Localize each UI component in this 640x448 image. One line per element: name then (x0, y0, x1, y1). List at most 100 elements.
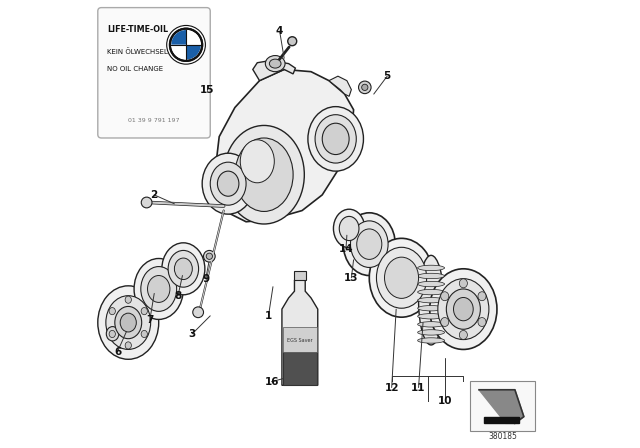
Ellipse shape (98, 286, 159, 359)
Ellipse shape (418, 330, 445, 335)
Ellipse shape (106, 327, 119, 341)
Ellipse shape (162, 243, 205, 295)
Ellipse shape (210, 162, 246, 205)
Ellipse shape (358, 81, 371, 94)
Text: 5: 5 (383, 71, 391, 81)
Polygon shape (479, 390, 524, 423)
Ellipse shape (385, 257, 419, 298)
Text: 15: 15 (200, 85, 214, 95)
Ellipse shape (141, 197, 152, 208)
Ellipse shape (441, 318, 449, 327)
Text: 7: 7 (146, 315, 154, 325)
Ellipse shape (376, 247, 427, 308)
FancyBboxPatch shape (98, 8, 210, 138)
Ellipse shape (174, 258, 193, 280)
Text: 12: 12 (385, 383, 399, 392)
Ellipse shape (430, 269, 497, 349)
Text: 1: 1 (265, 311, 272, 321)
Wedge shape (186, 45, 201, 60)
Ellipse shape (418, 281, 445, 287)
Ellipse shape (141, 267, 177, 311)
Text: 13: 13 (344, 273, 358, 283)
Text: NO OIL CHANGE: NO OIL CHANGE (107, 66, 163, 72)
Ellipse shape (120, 313, 136, 332)
Text: 4: 4 (276, 26, 284, 36)
Polygon shape (282, 280, 317, 385)
Ellipse shape (170, 29, 202, 61)
Ellipse shape (418, 265, 445, 271)
Ellipse shape (269, 59, 281, 68)
Ellipse shape (240, 140, 275, 183)
Polygon shape (484, 417, 520, 423)
Ellipse shape (193, 307, 204, 318)
Ellipse shape (460, 331, 467, 340)
Ellipse shape (206, 253, 212, 259)
Ellipse shape (418, 273, 445, 279)
Text: LIFE-TIME-OIL: LIFE-TIME-OIL (107, 25, 168, 34)
Text: 8: 8 (174, 291, 182, 301)
Ellipse shape (106, 296, 150, 349)
Ellipse shape (333, 209, 365, 248)
Ellipse shape (109, 307, 115, 314)
Ellipse shape (418, 322, 445, 327)
Text: 380185: 380185 (488, 432, 517, 441)
Polygon shape (329, 76, 351, 96)
Ellipse shape (418, 306, 445, 311)
Ellipse shape (460, 279, 467, 288)
Ellipse shape (202, 153, 254, 214)
Text: 01 39 9 791 197: 01 39 9 791 197 (128, 118, 180, 123)
Text: 14: 14 (339, 244, 353, 254)
Bar (294, 271, 306, 280)
Ellipse shape (148, 276, 170, 302)
Ellipse shape (446, 289, 481, 329)
Ellipse shape (454, 297, 473, 321)
Ellipse shape (356, 229, 382, 259)
Text: 10: 10 (438, 396, 452, 406)
Ellipse shape (235, 138, 293, 211)
Bar (470, 381, 535, 431)
Ellipse shape (478, 292, 486, 301)
Ellipse shape (125, 342, 131, 349)
Ellipse shape (362, 84, 368, 90)
Ellipse shape (418, 314, 445, 319)
Ellipse shape (323, 123, 349, 155)
Ellipse shape (351, 221, 388, 267)
Text: 16: 16 (264, 377, 279, 387)
Ellipse shape (343, 213, 396, 276)
Text: 11: 11 (412, 383, 426, 392)
Ellipse shape (478, 318, 486, 327)
Ellipse shape (141, 330, 147, 338)
Ellipse shape (315, 115, 356, 163)
Polygon shape (283, 352, 317, 385)
Ellipse shape (418, 338, 445, 343)
Ellipse shape (109, 330, 115, 338)
Ellipse shape (418, 289, 445, 295)
Wedge shape (186, 30, 201, 45)
Text: 3: 3 (189, 329, 196, 339)
Polygon shape (215, 69, 353, 222)
Text: 9: 9 (202, 274, 209, 284)
Ellipse shape (441, 292, 449, 301)
Text: KEIN ÖLWECHSEL: KEIN ÖLWECHSEL (107, 48, 168, 55)
Ellipse shape (115, 306, 141, 339)
Ellipse shape (369, 238, 434, 317)
Wedge shape (172, 45, 186, 60)
Ellipse shape (308, 107, 364, 171)
Ellipse shape (339, 216, 359, 241)
Ellipse shape (134, 258, 184, 319)
Ellipse shape (418, 297, 445, 303)
Polygon shape (253, 60, 296, 81)
Polygon shape (283, 327, 317, 352)
Wedge shape (172, 30, 186, 45)
Ellipse shape (218, 171, 239, 196)
Ellipse shape (204, 250, 215, 262)
Ellipse shape (168, 250, 198, 287)
Ellipse shape (288, 37, 297, 46)
Ellipse shape (125, 296, 131, 303)
Ellipse shape (266, 56, 285, 72)
Ellipse shape (438, 279, 489, 340)
Text: 6: 6 (114, 347, 121, 357)
Ellipse shape (224, 125, 305, 224)
Ellipse shape (419, 255, 444, 345)
Text: EGS Saver: EGS Saver (287, 338, 313, 343)
